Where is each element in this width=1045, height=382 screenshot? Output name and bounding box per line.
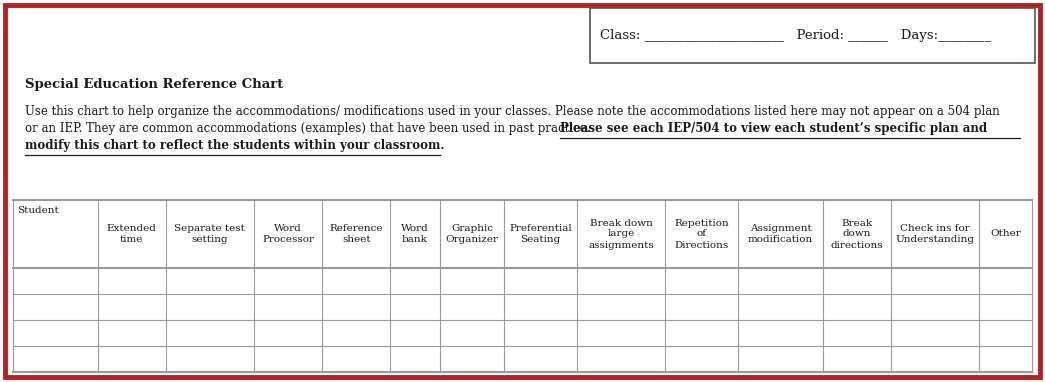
- Text: Class: _____________________   Period: ______   Days:________: Class: _____________________ Period: ___…: [600, 29, 991, 42]
- Text: setting: setting: [191, 235, 228, 244]
- Text: Preferential: Preferential: [509, 224, 572, 233]
- Text: Organizer: Organizer: [445, 235, 498, 244]
- Text: large: large: [607, 230, 635, 238]
- Text: directions: directions: [831, 241, 883, 249]
- Text: Break: Break: [841, 219, 873, 228]
- Text: Graphic: Graphic: [451, 224, 493, 233]
- Text: bank: bank: [402, 235, 427, 244]
- Text: Separate test: Separate test: [175, 224, 246, 233]
- Text: Seating: Seating: [520, 235, 561, 244]
- Text: Repetition: Repetition: [674, 219, 729, 228]
- Text: Reference: Reference: [329, 224, 382, 233]
- Text: Check ins for: Check ins for: [900, 224, 970, 233]
- Text: assignments: assignments: [588, 241, 654, 249]
- Text: Word: Word: [401, 224, 428, 233]
- Text: Processor: Processor: [262, 235, 315, 244]
- Text: Use this chart to help organize the accommodations/ modifications used in your c: Use this chart to help organize the acco…: [25, 105, 1000, 118]
- Text: Extended: Extended: [107, 224, 157, 233]
- Text: Special Education Reference Chart: Special Education Reference Chart: [25, 78, 283, 91]
- Text: of: of: [697, 230, 706, 238]
- Text: modification: modification: [748, 235, 813, 244]
- Text: Other: Other: [991, 230, 1021, 238]
- Text: or an IEP. They are common accommodations (examples) that have been used in past: or an IEP. They are common accommodation…: [25, 122, 595, 135]
- Text: Student: Student: [17, 206, 59, 215]
- Text: Word: Word: [274, 224, 302, 233]
- Text: sheet: sheet: [342, 235, 371, 244]
- Text: modify this chart to reflect the students within your classroom.: modify this chart to reflect the student…: [25, 139, 444, 152]
- Text: Understanding: Understanding: [896, 235, 975, 244]
- Text: Assignment: Assignment: [749, 224, 811, 233]
- Text: Break down: Break down: [589, 219, 653, 228]
- Text: down: down: [842, 230, 872, 238]
- Text: Directions: Directions: [675, 241, 728, 249]
- Text: time: time: [120, 235, 143, 244]
- Text: Please see each IEP/504 to view each student’s specific plan and: Please see each IEP/504 to view each stu…: [560, 122, 988, 135]
